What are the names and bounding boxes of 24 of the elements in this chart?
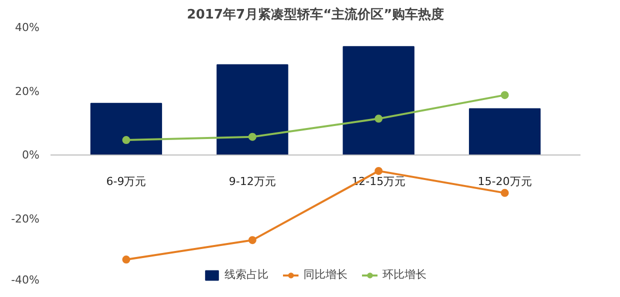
x-tick-label: 9-12万元 <box>228 175 276 188</box>
y-tick-label: 20% <box>15 84 40 98</box>
chart-title: 2017年7月紧凑型轿车“主流价区”购车热度 <box>186 6 444 22</box>
bar <box>90 102 162 156</box>
point <box>248 236 256 244</box>
point <box>500 91 509 100</box>
y-tick-label: 0% <box>22 148 40 162</box>
bar <box>216 64 288 156</box>
x-tick-label: 6-9万元 <box>106 175 146 188</box>
point <box>248 132 256 141</box>
legend-label: 线索占比 <box>224 267 268 282</box>
y-tick-label: -20% <box>11 212 40 226</box>
point <box>122 256 130 264</box>
legend-label: 环比增长 <box>382 267 426 282</box>
point <box>122 136 130 144</box>
point <box>500 188 509 197</box>
legend-label: 同比增长 <box>304 267 348 282</box>
x-tick-label: 15-20万元 <box>478 175 532 188</box>
bar <box>468 108 541 156</box>
y-tick-label: -40% <box>11 274 40 286</box>
point <box>374 166 383 175</box>
point <box>374 114 383 123</box>
bar <box>342 46 414 156</box>
y-tick-label: 40% <box>15 21 40 34</box>
